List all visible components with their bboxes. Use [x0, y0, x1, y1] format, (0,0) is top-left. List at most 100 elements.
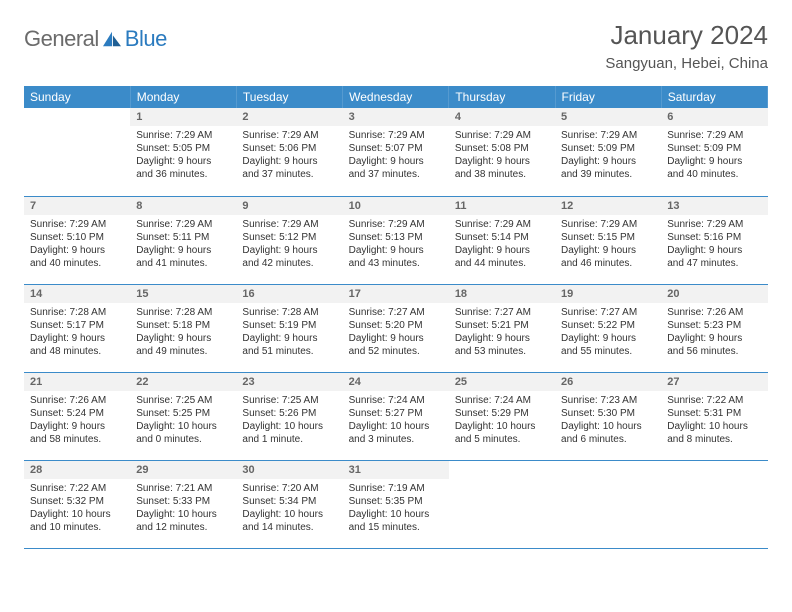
- day-number: 14: [24, 285, 130, 303]
- calendar-week-row: .1Sunrise: 7:29 AMSunset: 5:05 PMDayligh…: [24, 108, 768, 196]
- page-header: General Blue January 2024 Sangyuan, Hebe…: [24, 20, 768, 72]
- day-number: 9: [236, 197, 342, 215]
- day-number: 2: [236, 108, 342, 126]
- day-details: Sunrise: 7:28 AMSunset: 5:18 PMDaylight:…: [130, 303, 236, 362]
- day-number: 16: [236, 285, 342, 303]
- day-number: 12: [555, 197, 661, 215]
- calendar-day-cell: 27Sunrise: 7:22 AMSunset: 5:31 PMDayligh…: [661, 372, 767, 460]
- day-details: Sunrise: 7:26 AMSunset: 5:24 PMDaylight:…: [24, 391, 130, 450]
- calendar-day-cell: 20Sunrise: 7:26 AMSunset: 5:23 PMDayligh…: [661, 284, 767, 372]
- day-number: 13: [661, 197, 767, 215]
- day-number: 31: [343, 461, 449, 479]
- day-details: Sunrise: 7:29 AMSunset: 5:05 PMDaylight:…: [130, 126, 236, 185]
- calendar-week-row: 21Sunrise: 7:26 AMSunset: 5:24 PMDayligh…: [24, 372, 768, 460]
- calendar-day-cell: 22Sunrise: 7:25 AMSunset: 5:25 PMDayligh…: [130, 372, 236, 460]
- calendar-day-cell: 1Sunrise: 7:29 AMSunset: 5:05 PMDaylight…: [130, 108, 236, 196]
- calendar-day-cell: 7Sunrise: 7:29 AMSunset: 5:10 PMDaylight…: [24, 196, 130, 284]
- calendar-day-cell: 4Sunrise: 7:29 AMSunset: 5:08 PMDaylight…: [449, 108, 555, 196]
- day-number: 5: [555, 108, 661, 126]
- calendar-page: General Blue January 2024 Sangyuan, Hebe…: [0, 0, 792, 569]
- day-details: Sunrise: 7:29 AMSunset: 5:07 PMDaylight:…: [343, 126, 449, 185]
- day-details: Sunrise: 7:25 AMSunset: 5:26 PMDaylight:…: [236, 391, 342, 450]
- day-details: Sunrise: 7:19 AMSunset: 5:35 PMDaylight:…: [343, 479, 449, 538]
- day-details: Sunrise: 7:28 AMSunset: 5:17 PMDaylight:…: [24, 303, 130, 362]
- calendar-day-cell: 8Sunrise: 7:29 AMSunset: 5:11 PMDaylight…: [130, 196, 236, 284]
- day-details: Sunrise: 7:25 AMSunset: 5:25 PMDaylight:…: [130, 391, 236, 450]
- day-details: Sunrise: 7:28 AMSunset: 5:19 PMDaylight:…: [236, 303, 342, 362]
- day-number: 27: [661, 373, 767, 391]
- calendar-week-row: 28Sunrise: 7:22 AMSunset: 5:32 PMDayligh…: [24, 460, 768, 548]
- calendar-day-cell: 11Sunrise: 7:29 AMSunset: 5:14 PMDayligh…: [449, 196, 555, 284]
- calendar-day-cell: 3Sunrise: 7:29 AMSunset: 5:07 PMDaylight…: [343, 108, 449, 196]
- weekday-header: Monday: [130, 86, 236, 108]
- day-details: Sunrise: 7:24 AMSunset: 5:29 PMDaylight:…: [449, 391, 555, 450]
- calendar-day-cell: 29Sunrise: 7:21 AMSunset: 5:33 PMDayligh…: [130, 460, 236, 548]
- day-number: 15: [130, 285, 236, 303]
- day-number: 26: [555, 373, 661, 391]
- day-number: 3: [343, 108, 449, 126]
- calendar-day-cell: 30Sunrise: 7:20 AMSunset: 5:34 PMDayligh…: [236, 460, 342, 548]
- day-number: 28: [24, 461, 130, 479]
- calendar-day-cell: 15Sunrise: 7:28 AMSunset: 5:18 PMDayligh…: [130, 284, 236, 372]
- calendar-day-cell: .: [24, 108, 130, 196]
- calendar-day-cell: 16Sunrise: 7:28 AMSunset: 5:19 PMDayligh…: [236, 284, 342, 372]
- day-number: 30: [236, 461, 342, 479]
- day-number: 22: [130, 373, 236, 391]
- day-details: Sunrise: 7:29 AMSunset: 5:14 PMDaylight:…: [449, 215, 555, 274]
- calendar-day-cell: 23Sunrise: 7:25 AMSunset: 5:26 PMDayligh…: [236, 372, 342, 460]
- day-details: Sunrise: 7:27 AMSunset: 5:20 PMDaylight:…: [343, 303, 449, 362]
- calendar-day-cell: 24Sunrise: 7:24 AMSunset: 5:27 PMDayligh…: [343, 372, 449, 460]
- calendar-day-cell: 31Sunrise: 7:19 AMSunset: 5:35 PMDayligh…: [343, 460, 449, 548]
- weekday-header: Tuesday: [236, 86, 342, 108]
- calendar-day-cell: 12Sunrise: 7:29 AMSunset: 5:15 PMDayligh…: [555, 196, 661, 284]
- brand-logo: General Blue: [24, 20, 167, 52]
- day-number: 24: [343, 373, 449, 391]
- day-details: Sunrise: 7:29 AMSunset: 5:16 PMDaylight:…: [661, 215, 767, 274]
- calendar-day-cell: 13Sunrise: 7:29 AMSunset: 5:16 PMDayligh…: [661, 196, 767, 284]
- calendar-day-cell: 6Sunrise: 7:29 AMSunset: 5:09 PMDaylight…: [661, 108, 767, 196]
- calendar-day-cell: 2Sunrise: 7:29 AMSunset: 5:06 PMDaylight…: [236, 108, 342, 196]
- calendar-day-cell: .: [661, 460, 767, 548]
- day-details: Sunrise: 7:29 AMSunset: 5:11 PMDaylight:…: [130, 215, 236, 274]
- day-details: Sunrise: 7:29 AMSunset: 5:12 PMDaylight:…: [236, 215, 342, 274]
- day-details: Sunrise: 7:20 AMSunset: 5:34 PMDaylight:…: [236, 479, 342, 538]
- day-number: 19: [555, 285, 661, 303]
- day-details: Sunrise: 7:22 AMSunset: 5:31 PMDaylight:…: [661, 391, 767, 450]
- calendar-day-cell: 25Sunrise: 7:24 AMSunset: 5:29 PMDayligh…: [449, 372, 555, 460]
- calendar-day-cell: .: [555, 460, 661, 548]
- calendar-day-cell: 17Sunrise: 7:27 AMSunset: 5:20 PMDayligh…: [343, 284, 449, 372]
- day-details: Sunrise: 7:27 AMSunset: 5:21 PMDaylight:…: [449, 303, 555, 362]
- day-details: Sunrise: 7:24 AMSunset: 5:27 PMDaylight:…: [343, 391, 449, 450]
- day-details: Sunrise: 7:29 AMSunset: 5:13 PMDaylight:…: [343, 215, 449, 274]
- calendar-week-row: 7Sunrise: 7:29 AMSunset: 5:10 PMDaylight…: [24, 196, 768, 284]
- day-number: 10: [343, 197, 449, 215]
- day-details: Sunrise: 7:29 AMSunset: 5:10 PMDaylight:…: [24, 215, 130, 274]
- brand-sail-icon: [101, 30, 123, 48]
- calendar-header-row: SundayMondayTuesdayWednesdayThursdayFrid…: [24, 86, 768, 108]
- day-details: Sunrise: 7:26 AMSunset: 5:23 PMDaylight:…: [661, 303, 767, 362]
- day-number: 23: [236, 373, 342, 391]
- day-number: 7: [24, 197, 130, 215]
- day-number: 4: [449, 108, 555, 126]
- calendar-body: .1Sunrise: 7:29 AMSunset: 5:05 PMDayligh…: [24, 108, 768, 548]
- day-details: Sunrise: 7:29 AMSunset: 5:09 PMDaylight:…: [661, 126, 767, 185]
- brand-text-blue: Blue: [125, 26, 167, 52]
- day-number: 1: [130, 108, 236, 126]
- month-title: January 2024: [605, 20, 768, 51]
- day-number: 6: [661, 108, 767, 126]
- day-details: Sunrise: 7:29 AMSunset: 5:15 PMDaylight:…: [555, 215, 661, 274]
- calendar-day-cell: 19Sunrise: 7:27 AMSunset: 5:22 PMDayligh…: [555, 284, 661, 372]
- calendar-week-row: 14Sunrise: 7:28 AMSunset: 5:17 PMDayligh…: [24, 284, 768, 372]
- day-details: Sunrise: 7:29 AMSunset: 5:09 PMDaylight:…: [555, 126, 661, 185]
- calendar-day-cell: 9Sunrise: 7:29 AMSunset: 5:12 PMDaylight…: [236, 196, 342, 284]
- day-number: 20: [661, 285, 767, 303]
- title-block: January 2024 Sangyuan, Hebei, China: [605, 20, 768, 72]
- day-number: 18: [449, 285, 555, 303]
- calendar-day-cell: 28Sunrise: 7:22 AMSunset: 5:32 PMDayligh…: [24, 460, 130, 548]
- calendar-day-cell: 14Sunrise: 7:28 AMSunset: 5:17 PMDayligh…: [24, 284, 130, 372]
- calendar-day-cell: 10Sunrise: 7:29 AMSunset: 5:13 PMDayligh…: [343, 196, 449, 284]
- weekday-header: Friday: [555, 86, 661, 108]
- day-number: 21: [24, 373, 130, 391]
- weekday-header: Sunday: [24, 86, 130, 108]
- calendar-table: SundayMondayTuesdayWednesdayThursdayFrid…: [24, 86, 768, 549]
